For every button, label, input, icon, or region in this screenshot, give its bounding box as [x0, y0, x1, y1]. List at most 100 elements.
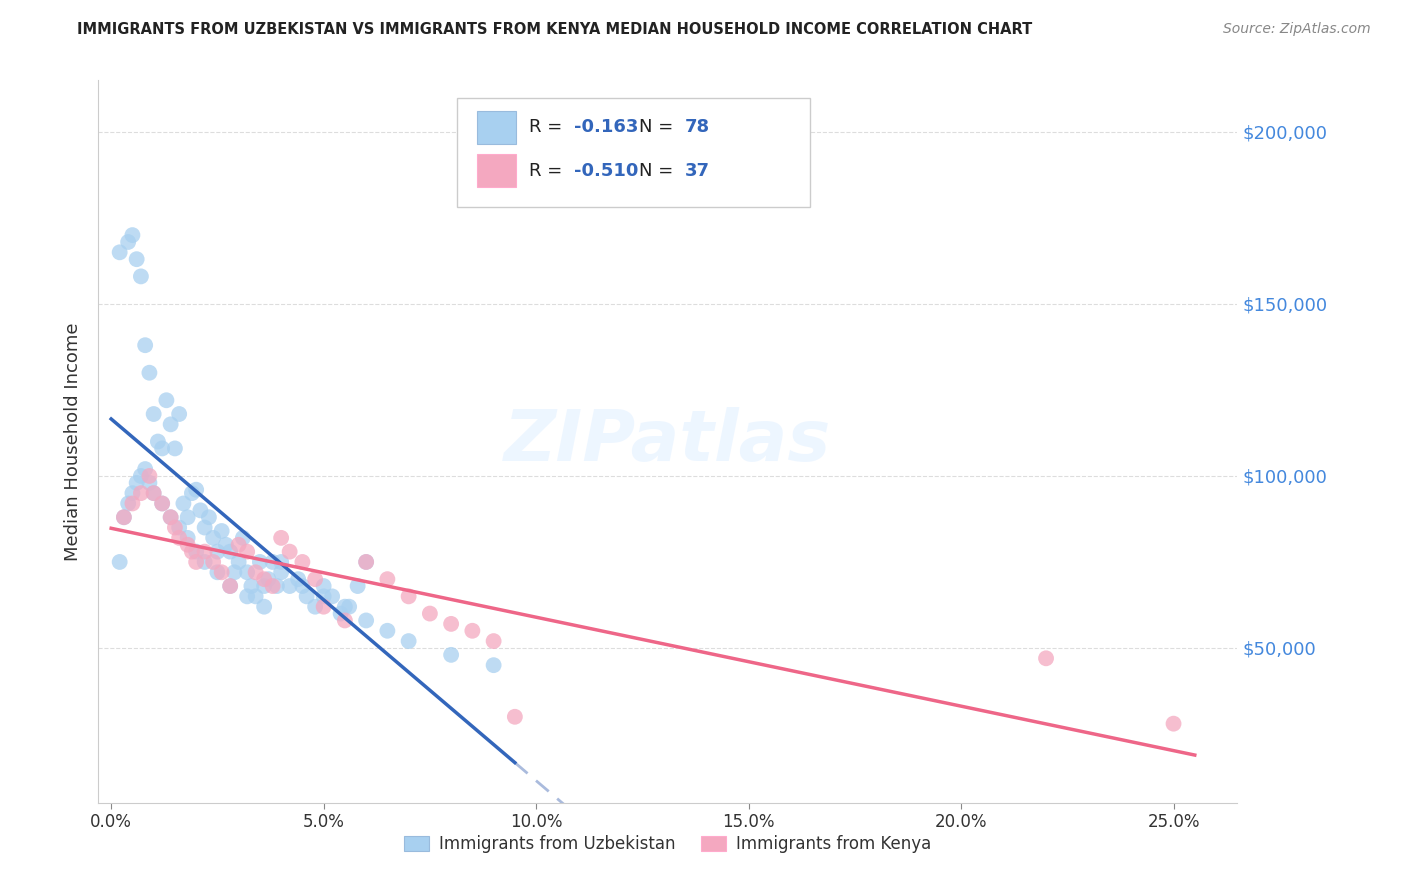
Point	[245, 590, 267, 604]
Point	[134, 462, 156, 476]
Text: N =: N =	[640, 161, 679, 179]
Point	[190, 503, 212, 517]
Point	[150, 496, 173, 510]
Point	[278, 579, 301, 593]
Point	[142, 407, 165, 421]
Point	[503, 710, 526, 724]
Point	[176, 538, 198, 552]
Point	[461, 624, 484, 638]
Point	[232, 531, 254, 545]
Point	[337, 599, 360, 614]
Point	[163, 520, 186, 534]
Point	[253, 599, 276, 614]
Point	[138, 366, 160, 380]
Point	[146, 434, 169, 449]
Point	[249, 555, 271, 569]
Point	[440, 648, 463, 662]
Point	[121, 228, 143, 243]
Point	[291, 579, 314, 593]
Point	[354, 555, 377, 569]
Bar	[477, 111, 516, 144]
Text: -0.510: -0.510	[575, 161, 638, 179]
Point	[215, 538, 238, 552]
Point	[202, 531, 225, 545]
Point	[333, 614, 356, 628]
Point	[198, 510, 221, 524]
Point	[172, 496, 194, 510]
Point	[167, 531, 190, 545]
Point	[278, 544, 301, 558]
Point	[155, 393, 177, 408]
Text: -0.163: -0.163	[575, 119, 638, 136]
Point	[112, 510, 135, 524]
Point	[142, 486, 165, 500]
Point	[121, 496, 143, 510]
Point	[180, 544, 202, 558]
Point	[304, 572, 326, 586]
Point	[180, 486, 202, 500]
Point	[482, 634, 505, 648]
Text: R =: R =	[529, 119, 568, 136]
Point	[312, 579, 335, 593]
Point	[266, 579, 288, 593]
FancyBboxPatch shape	[457, 98, 810, 207]
Point	[194, 555, 217, 569]
Point	[194, 520, 217, 534]
Point	[186, 544, 208, 558]
Text: 37: 37	[685, 161, 710, 179]
Point	[377, 624, 399, 638]
Point	[236, 566, 259, 580]
Point	[186, 555, 208, 569]
Point	[138, 475, 160, 490]
Point	[228, 538, 250, 552]
Point	[194, 544, 217, 558]
Point	[236, 544, 259, 558]
Point	[236, 590, 259, 604]
Point	[287, 572, 309, 586]
Point	[159, 510, 181, 524]
Point	[270, 531, 292, 545]
Point	[262, 555, 284, 569]
Point	[125, 252, 148, 267]
Point	[186, 483, 208, 497]
Point	[176, 531, 198, 545]
Point	[134, 338, 156, 352]
Text: N =: N =	[640, 119, 679, 136]
Point	[167, 520, 190, 534]
Point	[245, 566, 267, 580]
Point	[219, 579, 242, 593]
Point	[117, 496, 139, 510]
Point	[211, 566, 233, 580]
Point	[304, 599, 326, 614]
Point	[1163, 716, 1185, 731]
Point	[346, 579, 368, 593]
Point	[329, 607, 352, 621]
Point	[142, 486, 165, 500]
Point	[224, 566, 246, 580]
Point	[333, 599, 356, 614]
Point	[291, 555, 314, 569]
Point	[262, 579, 284, 593]
Bar	[477, 154, 516, 186]
Point	[354, 555, 377, 569]
Point	[257, 572, 280, 586]
Point	[398, 590, 420, 604]
Point	[129, 486, 152, 500]
Point	[117, 235, 139, 249]
Point	[159, 417, 181, 432]
Text: IMMIGRANTS FROM UZBEKISTAN VS IMMIGRANTS FROM KENYA MEDIAN HOUSEHOLD INCOME CORR: IMMIGRANTS FROM UZBEKISTAN VS IMMIGRANTS…	[77, 22, 1032, 37]
Point	[138, 469, 160, 483]
Point	[159, 510, 181, 524]
Point	[253, 579, 276, 593]
Point	[270, 555, 292, 569]
Text: R =: R =	[529, 161, 568, 179]
Point	[167, 407, 190, 421]
Text: ZIPatlas: ZIPatlas	[505, 407, 831, 476]
Point	[312, 590, 335, 604]
Point	[211, 524, 233, 538]
Legend: Immigrants from Uzbekistan, Immigrants from Kenya: Immigrants from Uzbekistan, Immigrants f…	[398, 828, 938, 860]
Text: 78: 78	[685, 119, 710, 136]
Point	[270, 566, 292, 580]
Point	[219, 579, 242, 593]
Point	[419, 607, 441, 621]
